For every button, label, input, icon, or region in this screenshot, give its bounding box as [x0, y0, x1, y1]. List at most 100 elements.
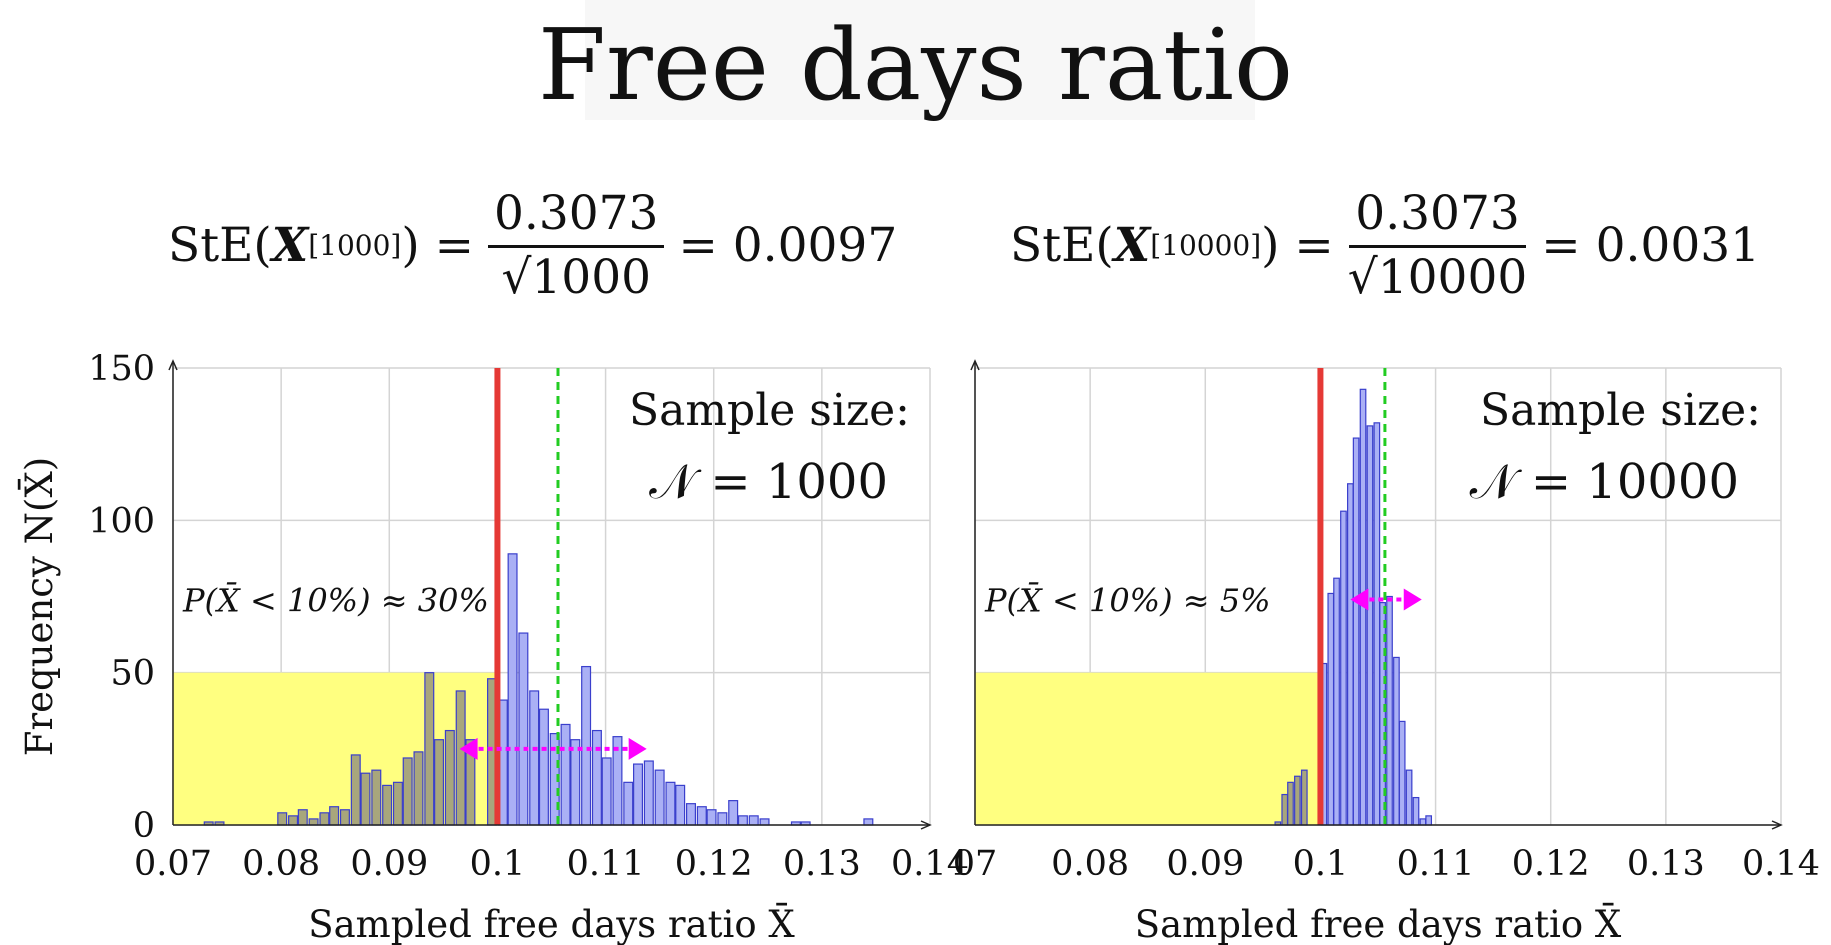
histogram-bar [350, 754, 361, 826]
histogram-bar [601, 757, 612, 826]
histogram-bar [288, 815, 299, 826]
histogram-bar [434, 739, 445, 826]
formula-symbol: X [271, 217, 309, 273]
histogram-bar [748, 815, 759, 826]
histogram-bar [329, 806, 340, 826]
x-tick-label: 0.14 [1742, 844, 1820, 884]
standard-error-formula-1000: StE(X [1000]) = 0.3073 √1000 = 0.0097 [168, 180, 897, 310]
histogram-sample-10000: 07 0.08 0.09 0.1 0.11 0.12 0.13 0.14 Sampled fre… [953, 359, 1820, 945]
formula-numerator: 0.3073 [487, 186, 665, 248]
histogram-bar [538, 708, 549, 826]
histogram-bar [1327, 592, 1335, 826]
histogram-bar [1333, 577, 1340, 826]
histogram-bar [413, 751, 424, 826]
histogram-bar [339, 809, 350, 826]
formula-fraction: 0.3073 √10000 [1348, 186, 1527, 305]
histogram-bar [737, 815, 748, 826]
y-tick-label: 0 [133, 806, 155, 846]
page-title: Free days ratio [538, 9, 1293, 123]
spread-arrow-left-head [1350, 588, 1369, 611]
histogram-bar [1287, 781, 1294, 826]
y-axis-label: Frequency N(X̄) [17, 457, 61, 756]
formula-fraction: 0.3073 √1000 [487, 186, 665, 305]
histogram-bar [1412, 796, 1420, 826]
probability-annotation: P(X̄ < 10%) ≈ 30% [182, 582, 489, 620]
formula-equals: ) = [1261, 217, 1334, 273]
y-axis-arrowhead [168, 359, 178, 371]
spread-arrow-right-head [1403, 588, 1422, 611]
histogram-bar [728, 800, 739, 826]
histogram-bar [518, 632, 529, 826]
histogram-bar [382, 784, 393, 826]
histogram-bar [402, 757, 413, 826]
x-tick-label: 07 [953, 844, 998, 884]
histogram-bar [717, 812, 728, 826]
histogram-bar [1419, 818, 1427, 826]
histogram-bar [1366, 425, 1374, 826]
histogram-bar [1294, 775, 1301, 826]
formula-denominator: √1000 [501, 249, 651, 305]
x-tick-label: 0.13 [1627, 844, 1705, 884]
x-tick-label: 0.13 [783, 844, 861, 884]
histogram-bar [308, 818, 319, 826]
histogram-bar [591, 729, 602, 826]
histogram-bar [1347, 483, 1354, 826]
histogram-bar [570, 739, 581, 826]
probability-region [975, 672, 1321, 825]
histogram-bar [643, 760, 654, 826]
histogram-bar [277, 812, 288, 826]
histogram-bar [392, 781, 403, 826]
histogram-bar [1373, 422, 1381, 826]
y-tick-label: 50 [110, 654, 155, 694]
probability-annotation: P(X̄ < 10%) ≈ 5% [984, 582, 1270, 620]
histogram-bar [675, 784, 686, 826]
formula-superscript: [1000] [308, 228, 402, 262]
histogram-bar [297, 809, 308, 826]
histogram-bar [623, 781, 634, 826]
x-tick-label: 0.12 [675, 844, 753, 884]
y-axis-arrowhead [970, 359, 980, 371]
histogram-bar [560, 723, 571, 826]
histogram-bar [685, 803, 697, 826]
x-axis-label: Sampled free days ratio X̄ [308, 902, 795, 945]
histogram-bar [1340, 510, 1347, 826]
sample-size-value: 𝒩 = 10000 [1470, 454, 1739, 510]
histogram-bar [529, 690, 540, 826]
histogram-bar [360, 772, 371, 826]
histogram-bar [1398, 720, 1406, 826]
x-tick-label: 0.12 [1512, 844, 1590, 884]
histogram-bar [1386, 595, 1393, 826]
histogram-bar [1281, 793, 1289, 826]
spread-arrow-left-head [459, 737, 478, 760]
histogram-bar [1300, 769, 1308, 826]
histogram-bar [319, 812, 330, 826]
histogram-bar [654, 769, 665, 826]
x-tick-label: 0.08 [242, 844, 320, 884]
x-tick-label: 0.11 [567, 844, 645, 884]
histogram-bar [706, 809, 717, 826]
title-backdrop [585, 0, 1255, 120]
histogram-bar [581, 665, 592, 826]
histogram-bar [371, 769, 382, 826]
histogram-bar [759, 818, 770, 826]
histogram-bar [665, 781, 676, 826]
formula-superscript: [10000] [1150, 228, 1262, 262]
x-tick-label: 0.11 [1397, 844, 1475, 884]
x-tick-label: 0.14 [891, 844, 969, 884]
x-axis-arrowhead [920, 820, 932, 830]
sample-size-label: Sample size: [1480, 385, 1761, 436]
formula-denominator: √10000 [1347, 249, 1528, 305]
standard-error-formula-10000: StE(X [10000]) = 0.3073 √10000 = 0.0031 [1010, 180, 1760, 310]
spread-arrow-right-head [628, 737, 647, 760]
y-tick-label: 100 [88, 501, 155, 541]
histogram-bar [1393, 656, 1400, 826]
histogram-bar [507, 553, 518, 826]
histogram-bar [1352, 437, 1360, 826]
formula-equals: ) = [401, 217, 474, 273]
formula-prefix: StE( [1010, 217, 1114, 273]
formula-numerator: 0.3073 [1349, 186, 1526, 248]
histogram-bar [633, 763, 644, 826]
sample-size-value: 𝒩 = 1000 [649, 454, 888, 510]
histogram-bar [444, 729, 455, 826]
histogram-bar [696, 806, 707, 826]
